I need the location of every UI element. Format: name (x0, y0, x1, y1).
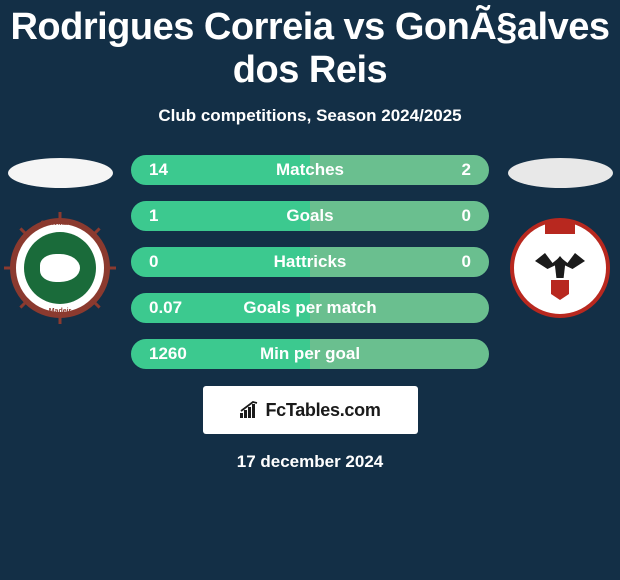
stat-left-value: 14 (149, 160, 168, 180)
stat-label: Goals (286, 206, 333, 226)
club-logo-right (510, 218, 610, 318)
chart-icon (239, 401, 261, 419)
left-ellipse (8, 158, 113, 188)
logo-right-crest-top (545, 220, 575, 234)
stat-bar: 0.07 Goals per match (130, 292, 490, 324)
comparison-widget: Rodrigues Correia vs GonÃ§alves dos Reis… (0, 0, 620, 472)
club-left-inner (24, 232, 96, 304)
stat-left-value: 1 (149, 206, 158, 226)
club-logo-left: Sport Maritim Madeir (10, 218, 110, 318)
lion-icon (40, 254, 80, 282)
stat-label: Min per goal (260, 344, 360, 364)
stat-bar: 14 Matches 2 (130, 154, 490, 186)
stats-column: 14 Matches 2 1 Goals 0 0 Hattricks 0 0.07 Goals pe… (130, 154, 490, 370)
stat-right-value: 0 (462, 206, 471, 226)
stat-label: Matches (276, 160, 344, 180)
stat-label: Goals per match (243, 298, 376, 318)
stat-right-value: 0 (462, 252, 471, 272)
club-left-bottom-text: Madeir (16, 308, 104, 315)
subtitle: Club competitions, Season 2024/2025 (0, 106, 620, 126)
stat-right-value: 2 (462, 160, 471, 180)
right-ellipse (508, 158, 613, 188)
left-column: Sport Maritim Madeir (0, 154, 120, 318)
brand-text: FcTables.com (265, 400, 380, 421)
stat-bar: 0 Hattricks 0 (130, 246, 490, 278)
stat-left-value: 1260 (149, 344, 187, 364)
date-text: 17 december 2024 (0, 452, 620, 472)
brand-box[interactable]: FcTables.com (203, 386, 418, 434)
main-row: Sport Maritim Madeir 14 Matches 2 1 Goals 0 0 H… (0, 154, 620, 370)
right-column (500, 154, 620, 318)
stat-left-value: 0.07 (149, 298, 182, 318)
stat-label: Hattricks (274, 252, 347, 272)
club-left-top-text: Sport Maritim (16, 221, 104, 227)
page-title: Rodrigues Correia vs GonÃ§alves dos Reis (0, 6, 620, 92)
stat-bar: 1260 Min per goal (130, 338, 490, 370)
stat-left-value: 0 (149, 252, 158, 272)
shield-icon (551, 280, 569, 300)
stat-bar: 1 Goals 0 (130, 200, 490, 232)
